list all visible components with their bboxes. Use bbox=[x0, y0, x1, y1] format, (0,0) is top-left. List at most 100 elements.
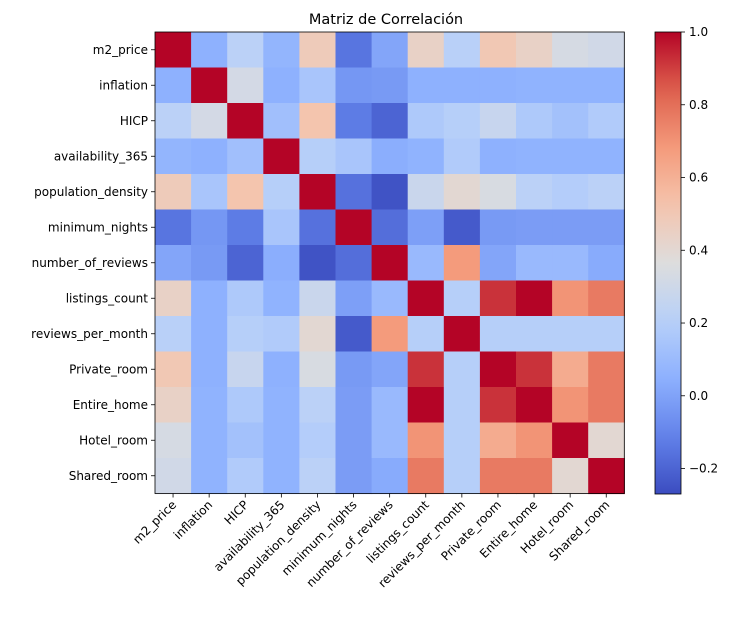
heatmap-cell bbox=[335, 351, 373, 388]
heatmap-cell bbox=[371, 351, 409, 388]
x-tick-label: m2_price bbox=[130, 498, 179, 547]
heatmap-cell bbox=[191, 280, 228, 317]
heatmap-cell bbox=[227, 245, 264, 282]
heatmap-cell bbox=[407, 422, 445, 459]
heatmap-cell bbox=[299, 245, 337, 282]
heatmap-cell bbox=[479, 67, 517, 104]
heatmap-cell bbox=[407, 32, 445, 69]
heatmap-cell bbox=[516, 174, 553, 211]
heatmap-cell bbox=[155, 458, 192, 495]
heatmap-cell bbox=[191, 138, 228, 175]
heatmap-cell bbox=[479, 422, 517, 459]
heatmap-cell bbox=[552, 174, 589, 211]
heatmap-cell bbox=[479, 32, 517, 69]
heatmap-cell bbox=[443, 422, 481, 459]
heatmap-cell bbox=[516, 209, 553, 246]
heatmap-cell bbox=[191, 174, 228, 211]
heatmap-cell bbox=[371, 422, 409, 459]
heatmap-cell bbox=[443, 387, 481, 424]
heatmap-cell bbox=[407, 209, 445, 246]
heatmap-cell bbox=[407, 316, 445, 353]
x-tick-label: HICP bbox=[222, 498, 252, 528]
heatmap-cell bbox=[552, 458, 589, 495]
y-tick-label: population_density bbox=[34, 185, 148, 199]
heatmap-cell bbox=[516, 422, 553, 459]
heatmap-cell bbox=[299, 174, 337, 211]
heatmap-cell bbox=[552, 32, 589, 69]
heatmap-cell bbox=[371, 32, 409, 69]
heatmap-cell bbox=[263, 67, 300, 104]
heatmap-cell bbox=[191, 67, 228, 104]
heatmap-cell bbox=[335, 280, 373, 317]
heatmap-cell bbox=[263, 103, 300, 140]
heatmap-cell bbox=[227, 351, 264, 388]
heatmap-cell bbox=[299, 387, 337, 424]
heatmap-cell bbox=[443, 32, 481, 69]
heatmap-cell bbox=[263, 174, 300, 211]
heatmap-cell bbox=[588, 387, 625, 424]
heatmap-cell bbox=[588, 351, 625, 388]
heatmap-cell bbox=[371, 209, 409, 246]
colorbar-frame bbox=[654, 31, 682, 495]
heatmap-cell bbox=[407, 280, 445, 317]
heatmap-cell bbox=[479, 138, 517, 175]
heatmap-cell bbox=[479, 351, 517, 388]
heatmap-cell bbox=[479, 209, 517, 246]
heatmap-cell bbox=[263, 280, 300, 317]
heatmap-cell bbox=[371, 458, 409, 495]
heatmap-cell bbox=[335, 32, 373, 69]
heatmap-cell bbox=[552, 280, 589, 317]
heatmap-cell bbox=[407, 67, 445, 104]
heatmap-cell bbox=[335, 316, 373, 353]
heatmap-cell bbox=[371, 245, 409, 282]
heatmap-cell bbox=[227, 103, 264, 140]
heatmap-cell bbox=[479, 458, 517, 495]
heatmap-cell bbox=[299, 458, 337, 495]
heatmap-cell bbox=[588, 32, 625, 69]
heatmap-cell bbox=[299, 209, 337, 246]
heatmap-cell bbox=[588, 67, 625, 104]
heatmap-cell bbox=[155, 32, 192, 69]
heatmap-cell bbox=[516, 67, 553, 104]
heatmap-cell bbox=[552, 387, 589, 424]
heatmap-cell bbox=[588, 316, 625, 353]
heatmap-cell bbox=[443, 103, 481, 140]
y-tick-label: HICP bbox=[120, 114, 148, 128]
colorbar-tick-label: 0.8 bbox=[689, 98, 708, 112]
heatmap-cell bbox=[263, 351, 300, 388]
heatmap-cell bbox=[299, 67, 337, 104]
heatmap-cell bbox=[443, 351, 481, 388]
heatmap-cell bbox=[155, 209, 192, 246]
heatmap-cell bbox=[371, 316, 409, 353]
heatmap-cell bbox=[227, 458, 264, 495]
heatmap-cell bbox=[443, 316, 481, 353]
heatmap-cell bbox=[335, 458, 373, 495]
heatmap-cell bbox=[335, 138, 373, 175]
heatmap-cell bbox=[516, 103, 553, 140]
heatmap-cell bbox=[588, 209, 625, 246]
heatmap-cell bbox=[299, 32, 337, 69]
heatmap-cell bbox=[299, 422, 337, 459]
heatmap-cell bbox=[371, 387, 409, 424]
heatmap-cell bbox=[155, 387, 192, 424]
heatmap-cell bbox=[263, 32, 300, 69]
colorbar-tick-label: 1.0 bbox=[689, 25, 708, 39]
heatmap-cell bbox=[479, 387, 517, 424]
heatmap-cell bbox=[335, 174, 373, 211]
heatmap-cells bbox=[155, 32, 625, 495]
y-tick-label: listings_count bbox=[66, 291, 149, 305]
heatmap-cell bbox=[299, 280, 337, 317]
heatmap-cell bbox=[263, 387, 300, 424]
heatmap-cell bbox=[335, 209, 373, 246]
y-tick-label: Shared_room bbox=[69, 469, 148, 483]
heatmap-cell bbox=[552, 67, 589, 104]
heatmap-cell bbox=[407, 245, 445, 282]
heatmap-cell bbox=[335, 103, 373, 140]
heatmap-cell bbox=[479, 174, 517, 211]
heatmap-cell bbox=[299, 103, 337, 140]
heatmap-cell bbox=[443, 209, 481, 246]
heatmap-cell bbox=[335, 67, 373, 104]
heatmap-cell bbox=[191, 458, 228, 495]
